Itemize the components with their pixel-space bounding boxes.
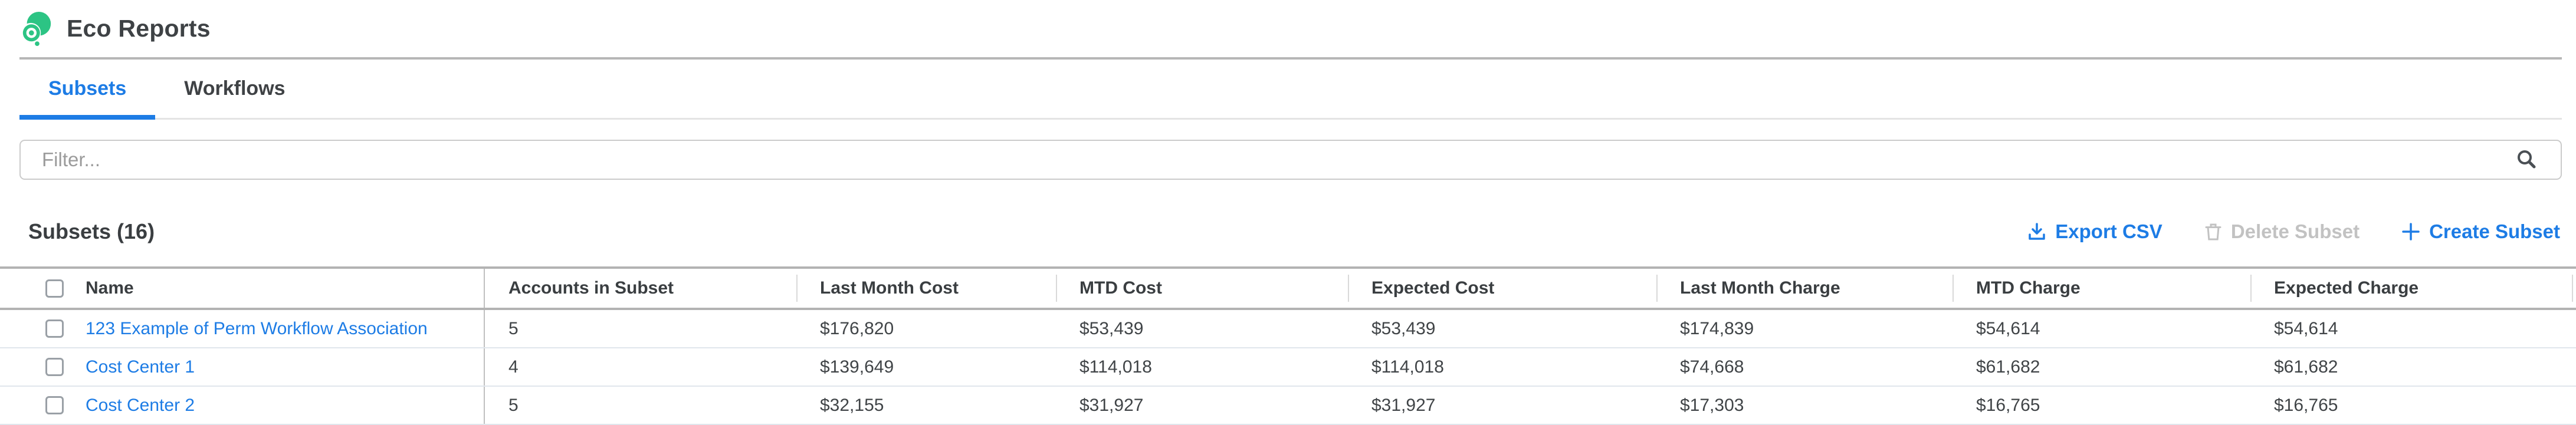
table-row: Cost Center 2 5 $32,155 $31,927 $31,927 … — [0, 387, 2576, 425]
col-name: Name — [86, 278, 134, 298]
cell-expected-cost: $114,018 — [1371, 357, 1444, 377]
cell-mtd-cost: $114,018 — [1079, 357, 1152, 377]
cell-expected-charge: $16,765 — [2274, 395, 2338, 415]
row-checkbox[interactable] — [45, 358, 64, 376]
cell-accounts: 5 — [508, 318, 519, 338]
col-last-month-charge: Last Month Charge — [1656, 269, 1952, 308]
tab-subsets-label: Subsets — [48, 77, 127, 100]
select-all-checkbox[interactable] — [45, 279, 64, 298]
row-name-cell: Cost Center 2 — [0, 387, 485, 424]
col-expected-charge: Expected Charge — [2250, 269, 2576, 308]
subset-link[interactable]: 123 Example of Perm Workflow Association — [86, 318, 428, 338]
col-last-month-cost: Last Month Cost — [796, 269, 1056, 308]
cell-last-month-cost: $176,820 — [820, 318, 894, 338]
cell-mtd-charge: $61,682 — [1976, 357, 2040, 377]
cell-expected-charge: $61,682 — [2274, 357, 2338, 377]
subsets-table: Name Accounts in Subset Last Month Cost … — [0, 266, 2576, 425]
page-title: Eco Reports — [67, 15, 211, 42]
cell-last-month-cost: $139,649 — [820, 357, 894, 377]
table-header-row: Name Accounts in Subset Last Month Cost … — [0, 266, 2576, 310]
cell-mtd-cost: $53,439 — [1079, 318, 1144, 338]
create-subset-label: Create Subset — [2429, 220, 2560, 242]
app-logo-icon — [21, 11, 51, 46]
toolbar-actions: Export CSV Delete Subset Create Subset — [2027, 220, 2560, 243]
delete-subset-label: Delete Subset — [2230, 220, 2360, 242]
export-csv-button[interactable]: Export CSV — [2027, 220, 2162, 243]
col-accounts-in-subset: Accounts in Subset — [508, 278, 674, 298]
subset-link[interactable]: Cost Center 1 — [86, 357, 195, 377]
create-subset-button[interactable]: Create Subset — [2401, 220, 2560, 243]
cell-mtd-cost: $31,927 — [1079, 395, 1144, 415]
export-csv-label: Export CSV — [2055, 220, 2162, 242]
cell-last-month-charge: $174,839 — [1680, 318, 1754, 338]
col-expected-cost: Expected Cost — [1348, 269, 1656, 308]
row-checkbox[interactable] — [45, 319, 64, 338]
subsets-count-heading: Subsets (16) — [28, 219, 155, 243]
cell-expected-cost: $31,927 — [1371, 395, 1436, 415]
col-mtd-charge: MTD Charge — [1952, 269, 2250, 308]
row-name-cell: 123 Example of Perm Workflow Association — [0, 310, 485, 347]
cell-expected-cost: $53,439 — [1371, 318, 1436, 338]
app-header: Eco Reports — [0, 0, 2576, 57]
filter-bar — [19, 140, 2562, 180]
delete-subset-button[interactable]: Delete Subset — [2204, 220, 2360, 243]
tab-bar: Subsets Workflows — [19, 60, 2562, 120]
tab-workflows-label: Workflows — [184, 77, 286, 100]
plus-icon — [2402, 223, 2420, 240]
cell-accounts: 4 — [508, 357, 519, 377]
header-cell-name: Name — [0, 269, 485, 308]
table-row: Cost Center 1 4 $139,649 $114,018 $114,0… — [0, 348, 2576, 387]
cell-accounts: 5 — [508, 395, 519, 415]
subsets-toolbar: Subsets (16) Export CSV Delete Subset — [28, 213, 2560, 250]
header-divider — [19, 57, 2562, 60]
tab-subsets[interactable]: Subsets — [19, 60, 156, 120]
col-mtd-cost: MTD Cost — [1056, 269, 1348, 308]
row-name-cell: Cost Center 1 — [0, 348, 485, 386]
cell-last-month-charge: $74,668 — [1680, 357, 1744, 377]
subset-link[interactable]: Cost Center 2 — [86, 395, 195, 415]
cell-last-month-charge: $17,303 — [1680, 395, 1744, 415]
cell-last-month-cost: $32,155 — [820, 395, 884, 415]
filter-input[interactable] — [19, 140, 2562, 180]
row-checkbox[interactable] — [45, 396, 64, 414]
cell-mtd-charge: $16,765 — [1976, 395, 2040, 415]
cell-mtd-charge: $54,614 — [1976, 318, 2040, 338]
download-icon — [2029, 223, 2046, 240]
search-icon[interactable] — [2515, 148, 2538, 172]
cell-expected-charge: $54,614 — [2274, 318, 2338, 338]
trash-icon — [2205, 223, 2221, 240]
tab-workflows[interactable]: Workflows — [155, 60, 314, 118]
table-row: 123 Example of Perm Workflow Association… — [0, 310, 2576, 348]
